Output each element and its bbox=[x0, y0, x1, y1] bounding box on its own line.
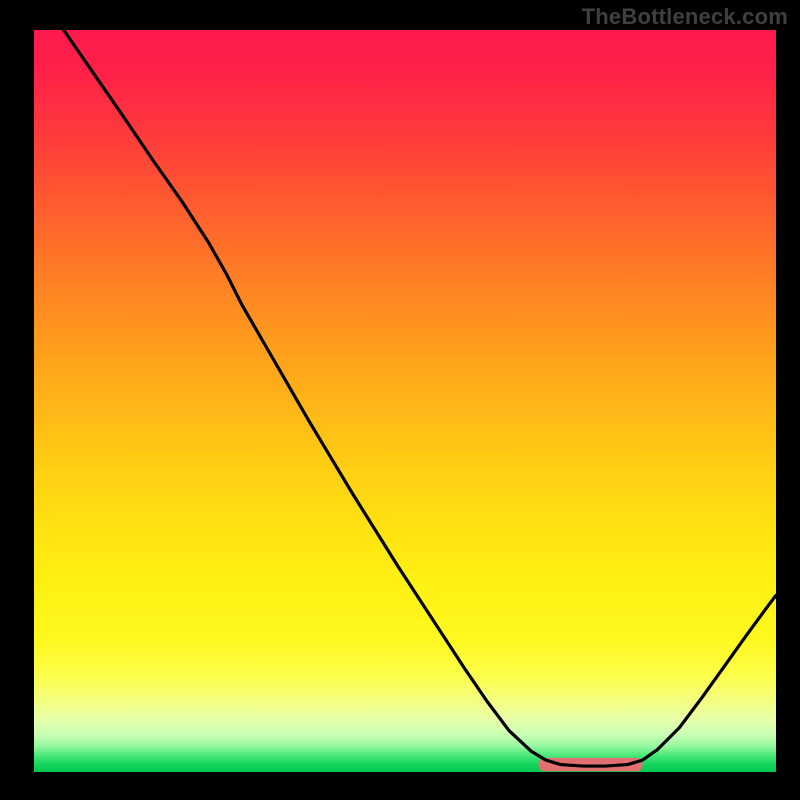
figure-root: TheBottleneck.com bbox=[0, 0, 800, 800]
plot-area bbox=[34, 30, 776, 772]
watermark-text: TheBottleneck.com bbox=[582, 4, 788, 30]
chart-svg bbox=[34, 30, 776, 772]
gradient-background bbox=[34, 30, 776, 772]
